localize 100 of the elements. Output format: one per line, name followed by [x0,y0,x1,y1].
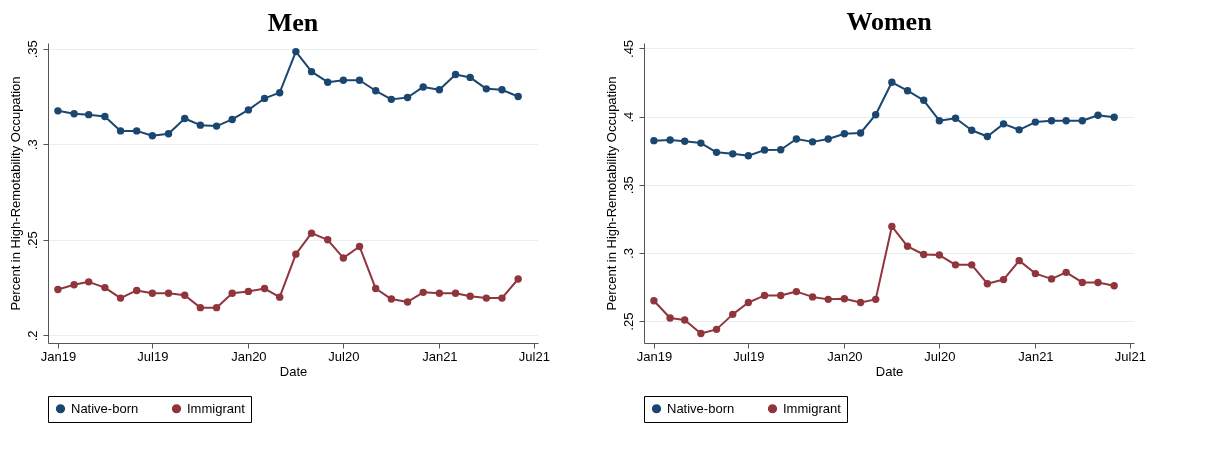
point [968,126,976,134]
y-tick-label: .3 [24,139,40,151]
point [871,111,880,119]
x-axis-title: Date [279,363,308,379]
point [260,284,269,293]
point [983,279,992,288]
point [292,250,300,258]
point [792,135,801,143]
legend-label: Native-born [667,400,735,416]
point [339,76,348,84]
point [919,250,928,259]
point [999,120,1008,128]
point [292,47,300,56]
point [777,146,785,154]
point [148,289,157,298]
legend-label: Immigrant [783,400,842,416]
point [419,83,427,91]
point [212,122,221,130]
y-axis-title: Percent in High-Remotability Occupation [603,76,619,311]
point [133,286,141,295]
x-tick-label: Jul21 [518,348,550,364]
point [1047,275,1056,283]
point [666,314,674,322]
point [840,129,849,138]
point [84,110,93,119]
y-tick-label: .25 [620,312,636,331]
chart-title: Women [846,7,933,37]
point [514,275,522,283]
point [888,222,896,231]
point [514,92,522,101]
point [697,329,705,338]
x-tick-label: Jul19 [137,348,169,364]
y-tick-label: .4 [620,111,636,123]
point [1015,256,1023,265]
point [133,127,141,135]
point [372,87,380,95]
y-axis-title: Percent in High-Remotability Occupation [7,76,23,311]
point [84,278,93,286]
point [666,136,674,144]
point [228,289,236,298]
point [101,283,109,292]
point [212,303,221,312]
point [968,261,976,269]
x-tick-label: Jul20 [924,348,956,364]
legend-label: Native-born [71,400,139,416]
point [482,85,491,93]
point [777,291,785,300]
point [244,287,253,296]
point [935,251,944,259]
point [729,310,737,319]
y-tick-label: .2 [24,330,40,342]
point [387,295,396,303]
point [498,294,506,302]
point [951,261,960,269]
x-tick-label: Jan19 [40,348,77,364]
point [744,298,753,307]
point [307,67,316,76]
point [1015,126,1023,134]
point [372,284,380,293]
point [403,93,412,102]
point [935,117,944,125]
point [435,86,444,94]
x-tick-label: Jan20 [231,348,267,364]
point [196,303,205,312]
point [1031,269,1040,278]
point [419,288,427,297]
point [116,294,125,302]
point [824,135,832,143]
point [919,96,928,104]
point [744,152,753,160]
point [871,295,880,304]
x-tick-label: Jan20 [827,348,863,364]
point [387,95,396,104]
point [164,130,173,138]
point [650,297,658,305]
point [650,136,658,145]
y-tick-label: .35 [24,40,40,59]
point [482,294,491,302]
point [70,281,78,289]
point [181,291,189,299]
point [729,150,737,158]
x-tick-label: Jul21 [1114,348,1146,364]
point [451,289,460,298]
point [856,129,865,137]
point [1110,113,1118,122]
y-tick-label: .25 [24,231,40,250]
point [323,236,332,244]
point [339,254,348,262]
point [1078,117,1087,125]
y-tick-label: .35 [620,176,636,195]
point [808,138,817,146]
chart-title: Men [267,7,319,37]
point [451,70,460,79]
point [54,285,62,294]
point [70,110,78,118]
point [760,146,769,154]
point [164,289,173,298]
point [1047,117,1056,125]
y-tick-label: .3 [620,248,636,259]
point [903,242,912,251]
